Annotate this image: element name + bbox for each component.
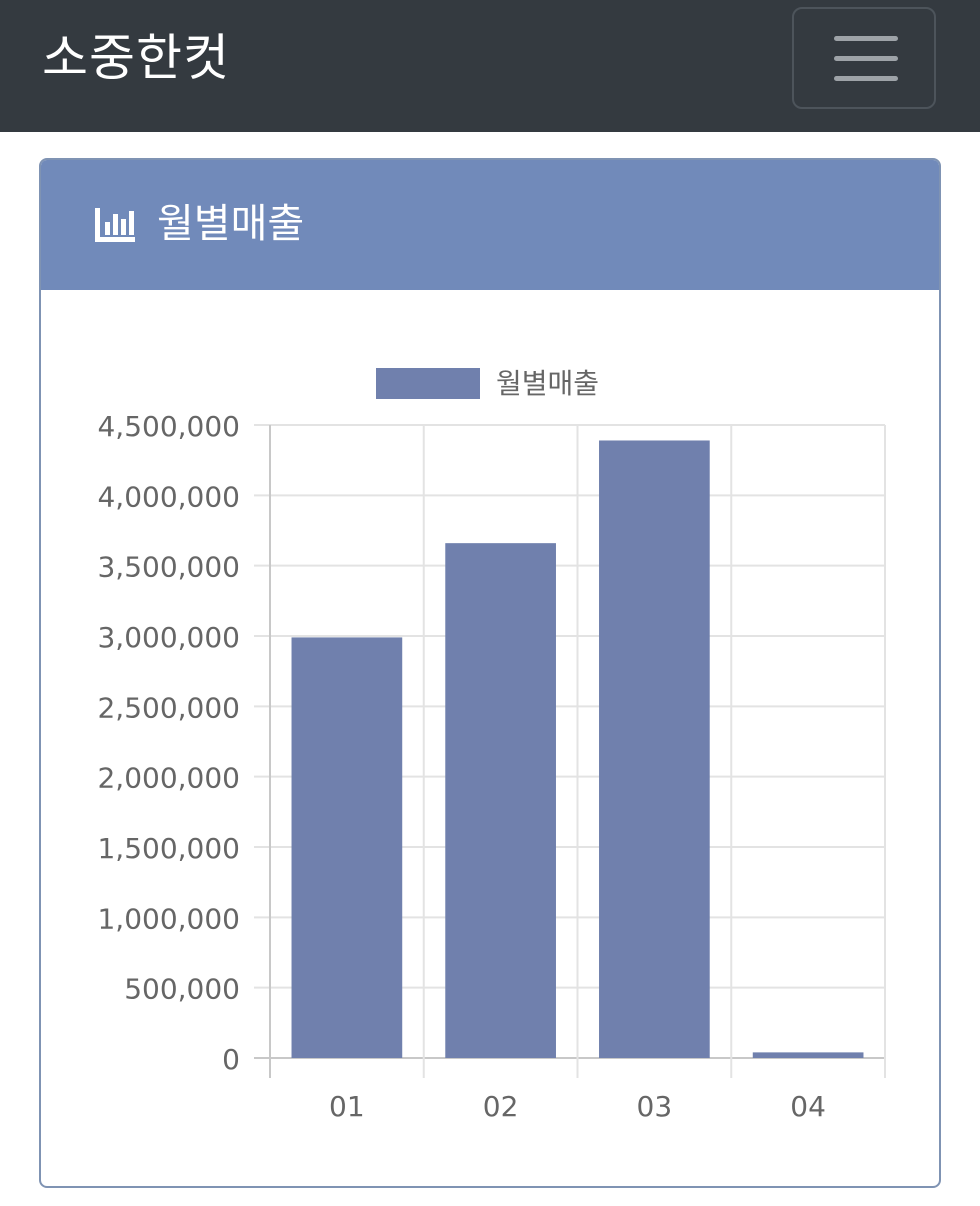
bar-chart-icon <box>95 208 135 242</box>
y-tick-label: 500,000 <box>124 973 240 1006</box>
bar-01[interactable] <box>291 637 403 1058</box>
x-tick-label: 01 <box>329 1090 365 1123</box>
brand-title[interactable]: 소중한컷 <box>42 29 230 87</box>
menu-toggle-button[interactable] <box>792 7 936 109</box>
navbar: 소중한컷 <box>0 0 980 132</box>
y-tick-label: 4,500,000 <box>97 410 240 443</box>
legend-label[interactable]: 월별매출 <box>496 367 599 400</box>
x-tick-label: 02 <box>483 1090 519 1123</box>
legend-swatch <box>376 368 480 399</box>
card-header: 월별매출 <box>41 160 939 290</box>
bar-03[interactable] <box>599 440 710 1058</box>
x-tick-label: 03 <box>637 1090 673 1123</box>
bar-04[interactable] <box>752 1052 864 1058</box>
y-tick-label: 1,500,000 <box>97 832 240 865</box>
y-tick-label: 3,500,000 <box>97 551 240 584</box>
y-tick-label: 1,000,000 <box>97 902 240 935</box>
y-tick-label: 3,000,000 <box>97 621 240 654</box>
y-tick-label: 2,000,000 <box>97 762 240 795</box>
y-tick-label: 2,500,000 <box>97 691 240 724</box>
card-title: 월별매출 <box>157 201 305 247</box>
x-tick-label: 04 <box>790 1090 826 1123</box>
bar-02[interactable] <box>445 543 556 1058</box>
y-tick-label: 0 <box>222 1043 240 1076</box>
y-tick-label: 4,000,000 <box>97 480 240 513</box>
